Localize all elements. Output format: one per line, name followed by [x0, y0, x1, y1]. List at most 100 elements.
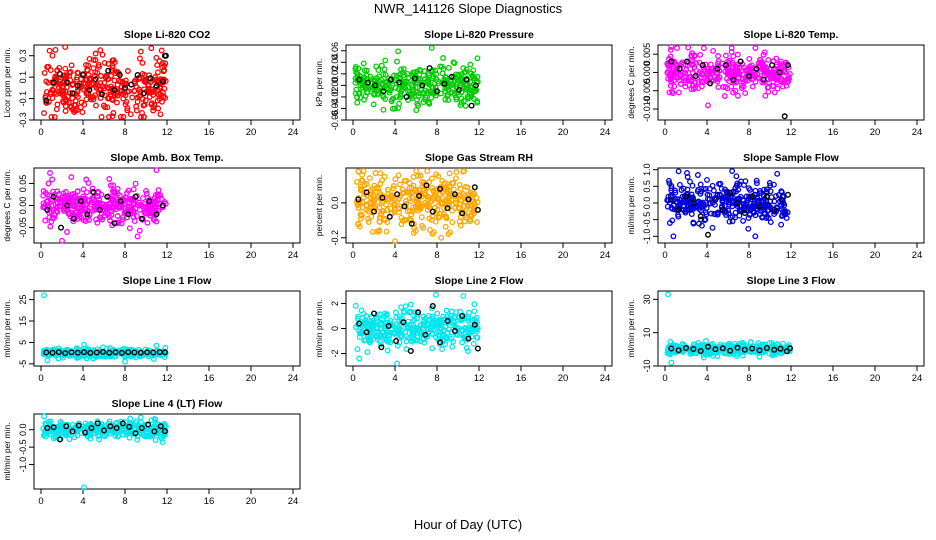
series-points: [40, 167, 169, 244]
data-point: [68, 62, 75, 69]
data-point: [469, 326, 475, 332]
x-tick-label: 0: [662, 250, 667, 261]
reference-point: [683, 345, 690, 352]
data-point: [62, 96, 69, 103]
data-point: [111, 77, 118, 84]
data-point: [425, 330, 432, 337]
data-point: [355, 205, 362, 212]
y-tick-label: 0.0: [18, 423, 28, 436]
data-point: [436, 213, 443, 220]
data-point: [724, 75, 730, 82]
data-point: [371, 321, 378, 328]
data-point: [704, 176, 710, 183]
data-point: [410, 322, 417, 329]
panel-2: Slope Li-820 Pressure kPa per min. 0 4 8 12 16…: [314, 29, 613, 138]
reference-point: [159, 78, 166, 85]
x-tick-label: 24: [912, 127, 923, 138]
data-point: [364, 349, 371, 356]
data-point: [88, 94, 95, 101]
data-point: [368, 213, 375, 220]
reference-point: [121, 84, 128, 91]
data-point: [424, 193, 431, 200]
reference-point: [70, 215, 77, 222]
data-point: [377, 170, 384, 177]
reference-point: [44, 425, 51, 432]
data-point: [54, 429, 61, 436]
data-point: [470, 67, 477, 74]
reference-point: [675, 347, 682, 354]
data-point: [122, 77, 129, 84]
data-point: [424, 77, 431, 84]
data-point: [104, 211, 111, 218]
y-tick-label: 15: [18, 316, 28, 326]
y-axis-label: ml/min per min.: [2, 422, 12, 480]
x-tick-label: 24: [288, 373, 299, 384]
reference-point: [140, 90, 147, 97]
data-point: [690, 219, 697, 226]
x-tick-label: 20: [246, 250, 257, 261]
y-tick-label: 5: [18, 340, 28, 345]
data-point: [465, 94, 472, 101]
data-point: [103, 72, 110, 79]
data-point: [125, 351, 132, 358]
series-points: [41, 44, 169, 120]
data-point: [765, 56, 772, 63]
data-point: [126, 225, 133, 232]
reference-point: [471, 184, 478, 191]
data-point: [446, 170, 453, 177]
data-point: [153, 167, 160, 174]
reference-point: [712, 196, 719, 203]
data-point: [429, 175, 435, 182]
y-tick-label: 0.0: [642, 197, 652, 210]
reference-point: [778, 196, 785, 203]
reference-point: [393, 338, 400, 345]
data-point: [732, 87, 739, 94]
data-point: [62, 65, 69, 72]
series-points: [664, 168, 791, 240]
reference-point: [372, 82, 379, 89]
data-point: [370, 101, 377, 108]
reference-point: [727, 189, 734, 196]
data-point: [419, 89, 426, 96]
data-point: [683, 66, 690, 73]
data-point: [444, 329, 451, 336]
reference-points: [668, 343, 794, 355]
data-point: [666, 89, 673, 96]
data-point: [62, 188, 69, 195]
data-point: [113, 99, 120, 106]
data-point: [123, 431, 130, 438]
data-point: [380, 106, 387, 113]
data-point: [109, 195, 116, 202]
data-point: [441, 180, 448, 187]
reference-point: [697, 348, 704, 355]
data-point: [355, 168, 362, 175]
data-point: [48, 202, 55, 209]
data-point: [392, 205, 398, 212]
data-point: [130, 186, 137, 193]
data-point: [152, 437, 159, 444]
reference-point: [385, 323, 392, 330]
reference-point: [105, 67, 112, 74]
reference-point: [463, 76, 470, 83]
figure-x-axis-label: Hour of Day (UTC): [413, 517, 523, 532]
data-point: [763, 71, 770, 77]
data-point: [356, 223, 363, 230]
data-point: [363, 72, 370, 79]
data-point: [123, 98, 130, 105]
data-point: [127, 111, 134, 118]
data-point: [437, 191, 443, 198]
data-point: [668, 359, 675, 366]
data-point: [707, 200, 714, 207]
data-point: [363, 85, 369, 92]
data-point: [680, 61, 687, 68]
reference-point: [474, 206, 481, 213]
reference-point: [151, 428, 158, 435]
data-point: [401, 308, 407, 315]
data-point: [124, 107, 131, 114]
data-point: [114, 213, 121, 219]
data-point: [360, 168, 367, 174]
data-point: [374, 91, 381, 98]
data-point: [457, 185, 464, 192]
reference-point: [74, 82, 81, 89]
